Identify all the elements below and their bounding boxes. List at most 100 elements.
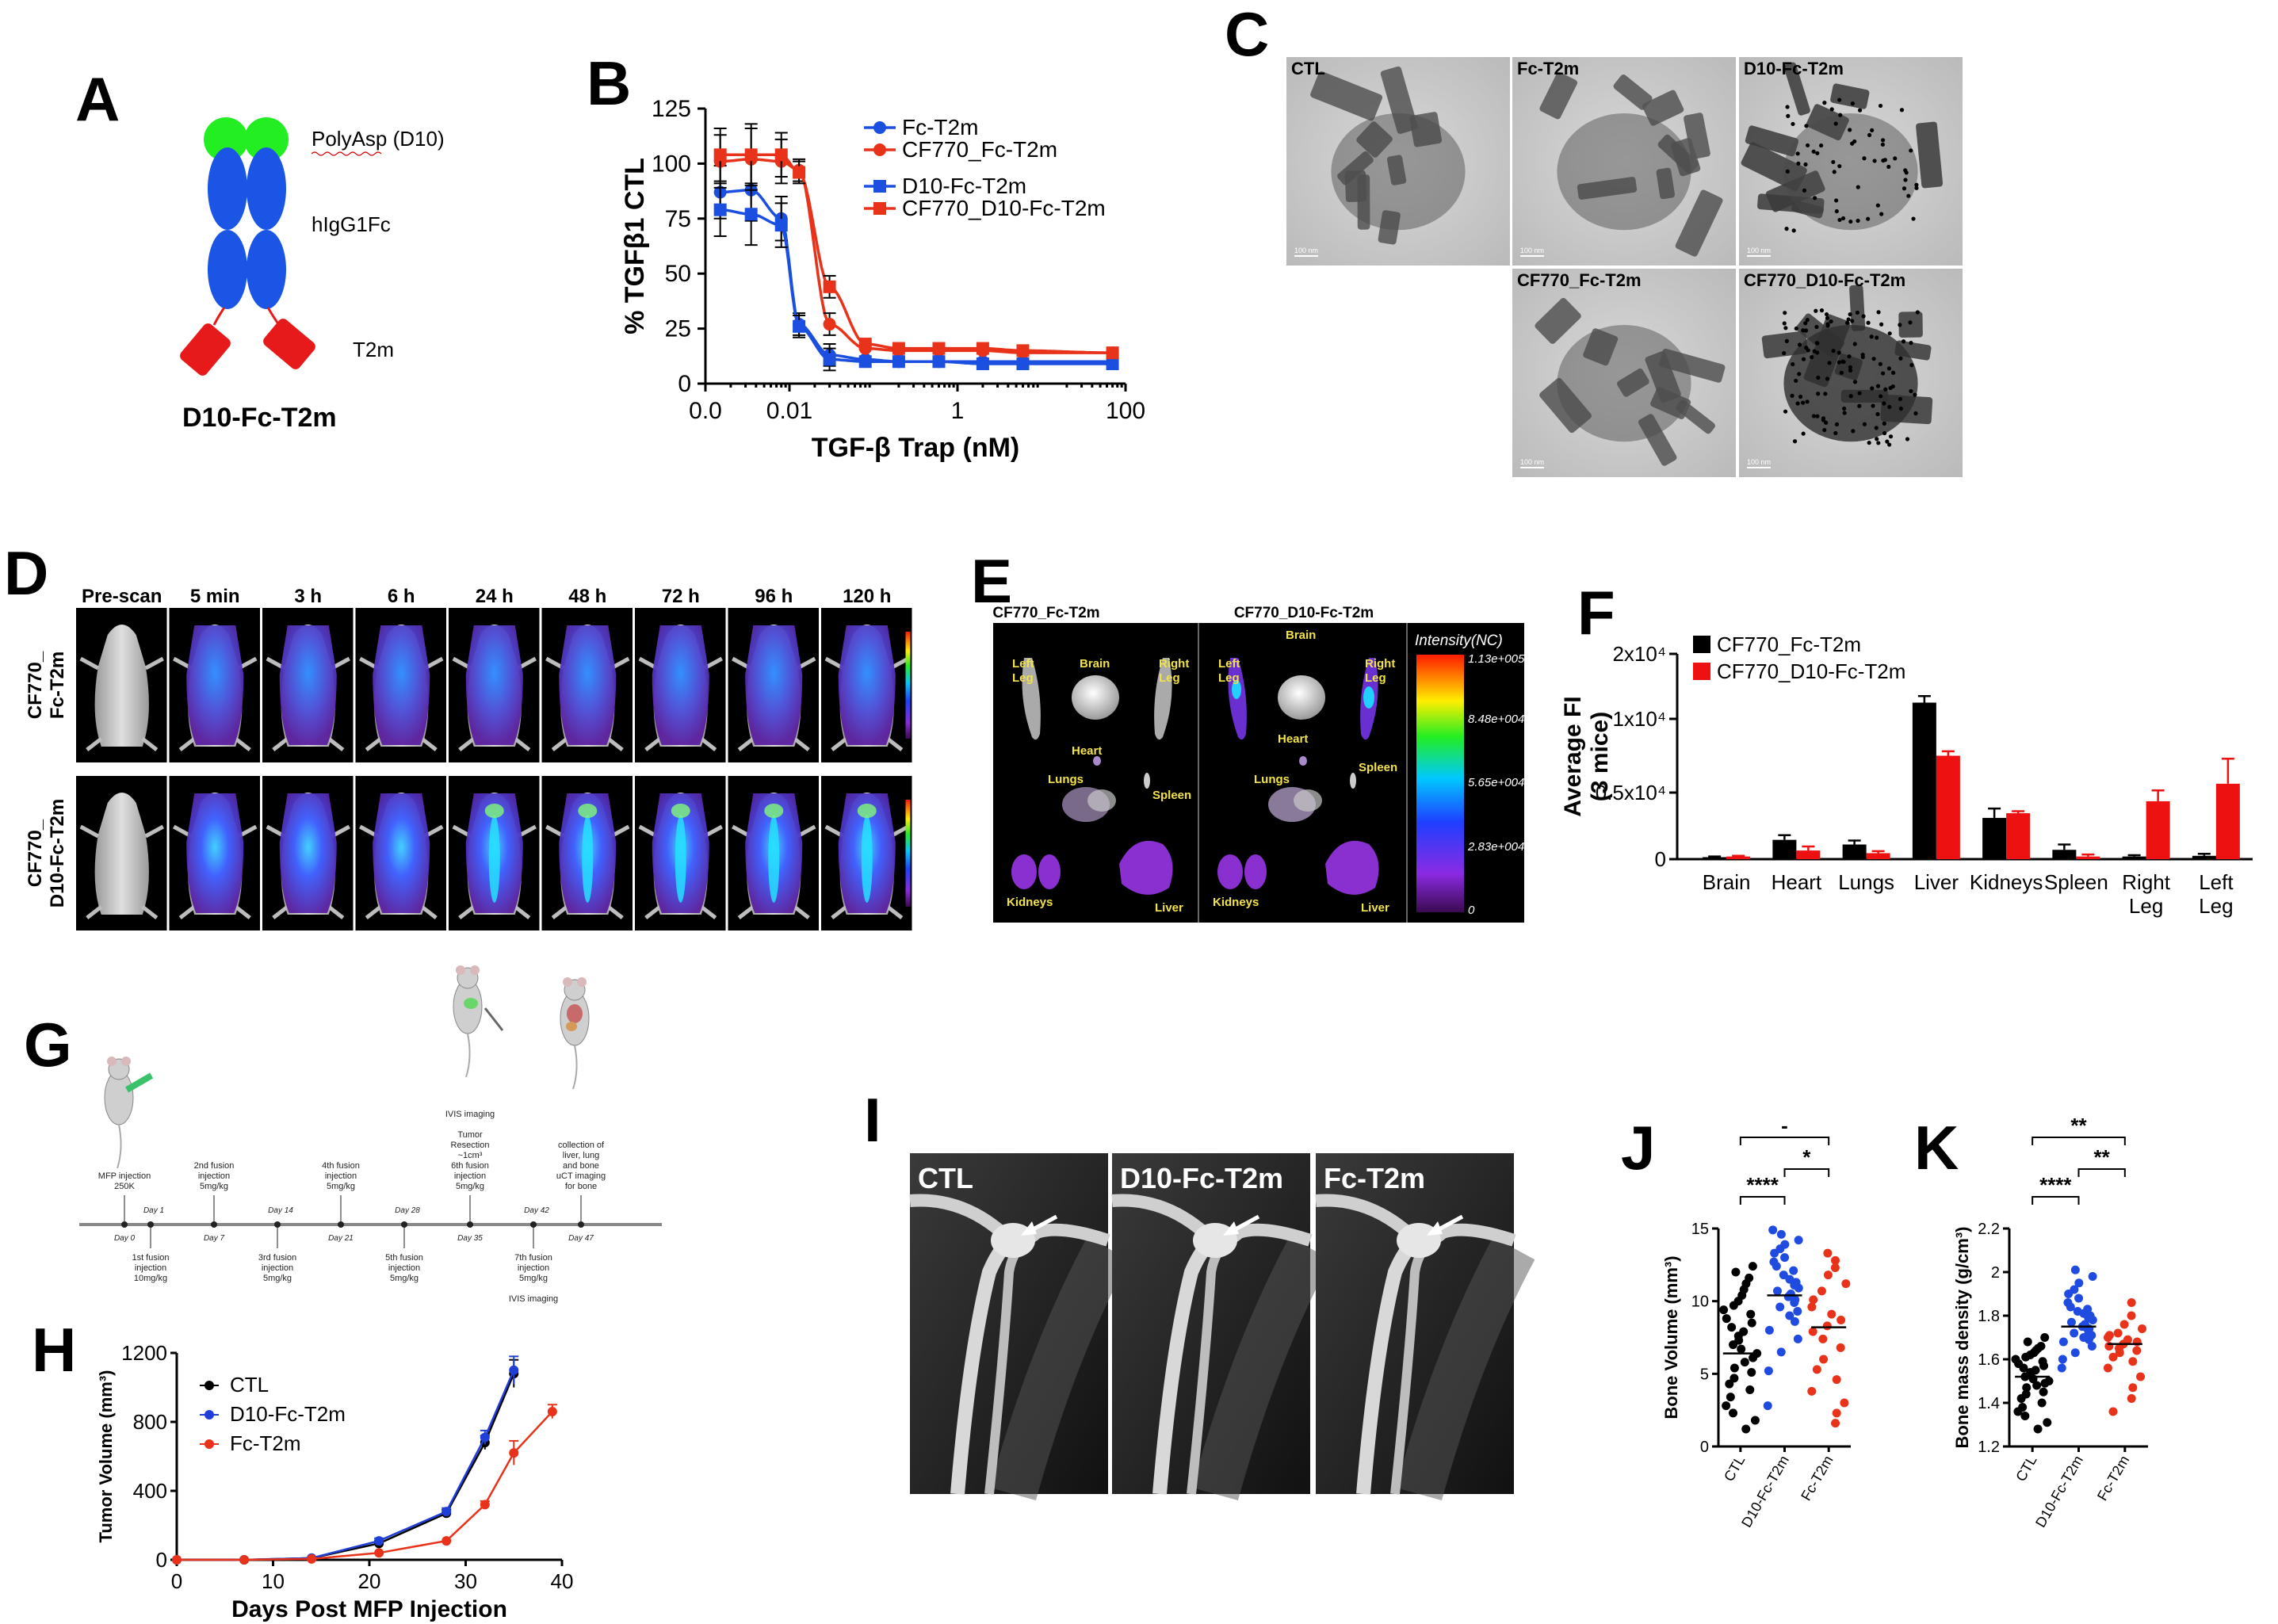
colorbar-title: Intensity(NC)	[1415, 632, 1503, 649]
data-point	[1832, 1408, 1841, 1418]
bar	[2192, 855, 2216, 859]
panel-b: B 0 25 50 75 100 125 0.0 0.01 1 100 TGF-β Trap (nM…	[587, 48, 1145, 463]
ivis-image	[355, 608, 446, 762]
y-tick-label: 800	[133, 1410, 167, 1434]
panel-i: I CTL D10-Fc-T2m Fc-T2m	[864, 1085, 1535, 1501]
timeline-event: Day 35 IVIS imaging TumorResection~1cm³6th…	[445, 1110, 495, 1243]
y-tick-label: 1.2	[1978, 1439, 2000, 1456]
ivis-image	[169, 776, 260, 930]
data-point	[2011, 1355, 2020, 1364]
event-text: injection	[325, 1171, 357, 1181]
ivis-image	[449, 608, 540, 762]
bar	[2076, 856, 2100, 859]
event-text: 5mg/kg	[390, 1274, 419, 1283]
organ-label-left-leg-2: Leg	[1218, 671, 1240, 685]
event-day: Day 1	[143, 1206, 164, 1215]
panel-f: F 0 0.5x10⁴ 1x10⁴ 2x10⁴ Average FI (3 mice) Br…	[1560, 578, 2253, 918]
data-point	[2128, 1383, 2138, 1393]
legend-label: CF770_D10-Fc-T2m	[1717, 659, 1905, 683]
ivis-image	[541, 776, 633, 930]
organ-label-right-leg-1: Right	[1365, 657, 1395, 671]
xray-image-label: CTL	[918, 1162, 973, 1194]
data-point	[1764, 1366, 1773, 1376]
organ-set: LeftLegRightLegBrainHeartLungsSpleenKidn…	[1213, 629, 1397, 915]
bar	[2006, 813, 2031, 859]
data-point	[1831, 1419, 1840, 1428]
data-point	[1823, 1248, 1833, 1258]
data-point	[2070, 1285, 2079, 1294]
data-point	[1807, 1302, 1817, 1312]
event-text: 5mg/kg	[263, 1274, 292, 1283]
event-day: Day 42	[524, 1206, 549, 1215]
event-text: 5mg/kg	[519, 1274, 548, 1283]
bar	[2052, 850, 2077, 859]
colorbar-tick: 2.83e+004	[1467, 840, 1524, 854]
timepoint-label: Pre-scan	[82, 586, 162, 607]
row-label-line1: CF770_	[25, 819, 46, 887]
data-point	[2127, 1298, 2136, 1307]
x-tick-label: 10	[262, 1569, 285, 1593]
legend-label: Fc-T2m	[902, 115, 978, 139]
panel-label-c: C	[1225, 0, 1269, 69]
label-higg1fc: hIgG1Fc	[312, 212, 391, 236]
curve-line	[720, 208, 1113, 365]
event-text: Resection	[451, 1141, 490, 1150]
data-point	[858, 355, 872, 369]
data-point	[1737, 1344, 1746, 1354]
data-point	[2087, 1342, 2096, 1351]
chart-k: 1.2 1.4 1.6 1.8 2 2.2 Bone mass density (g/cm³…	[1952, 1114, 2148, 1530]
event-text: 1st fusion	[132, 1253, 169, 1263]
significance-label: -	[1781, 1114, 1788, 1137]
data-point	[2020, 1412, 2030, 1420]
panel-label-j: J	[1621, 1113, 1655, 1183]
data-point	[2088, 1272, 2097, 1281]
data-point	[1722, 1314, 1731, 1324]
legend-item: CTL	[200, 1373, 269, 1397]
data-point	[2079, 1333, 2089, 1342]
xray-image-label: Fc-T2m	[1324, 1162, 1425, 1194]
series-CTL	[2011, 1333, 2054, 1434]
x-tick-label: 0	[171, 1569, 182, 1593]
ivis-image	[821, 776, 912, 930]
em-image: 100 nm D10-Fc-T2m	[1739, 57, 1963, 266]
em-image: 100 nm CTL	[1286, 57, 1510, 266]
data-point	[1790, 1316, 1799, 1326]
data-point	[1748, 1262, 1757, 1271]
data-point	[374, 1536, 384, 1546]
data-point	[2031, 1366, 2040, 1375]
xray-image: D10-Fc-T2m	[1111, 1153, 1332, 1501]
data-point	[1807, 1386, 1817, 1396]
data-point	[2066, 1317, 2076, 1327]
ivis-image	[541, 608, 633, 762]
y-tick-label: 1.4	[1978, 1395, 2000, 1412]
panel-label-i: I	[864, 1085, 881, 1155]
data-point	[2123, 1335, 2132, 1344]
x-tick-label: Leg	[2199, 894, 2233, 918]
data-point	[1831, 1255, 1840, 1265]
data-point	[2138, 1324, 2147, 1333]
em-image-label: CTL	[1291, 59, 1325, 78]
data-point	[793, 166, 806, 179]
panel-label-e: E	[971, 546, 1012, 616]
t2m-domain-right	[263, 319, 315, 369]
data-point	[1776, 1347, 1786, 1357]
data-point	[1780, 1240, 1790, 1249]
significance-label: **	[2094, 1145, 2111, 1169]
data-point	[744, 148, 758, 162]
data-point	[932, 342, 946, 355]
ivis-image	[635, 776, 726, 930]
bar	[1842, 844, 1867, 859]
data-point	[172, 1555, 182, 1565]
exvivo-header-1: CF770_Fc-T2m	[992, 605, 1099, 621]
data-point	[1745, 1273, 1754, 1282]
y-tick-label: 1.8	[1978, 1308, 2000, 1325]
data-point	[1016, 344, 1030, 357]
row-label: CF770_ Fc-T2m	[25, 651, 68, 719]
timepoint-label: 96 h	[755, 586, 793, 607]
data-point	[1763, 1401, 1772, 1411]
x-tick-label: 20	[358, 1569, 381, 1593]
organ-label-left-leg-1: Left	[1218, 657, 1240, 671]
